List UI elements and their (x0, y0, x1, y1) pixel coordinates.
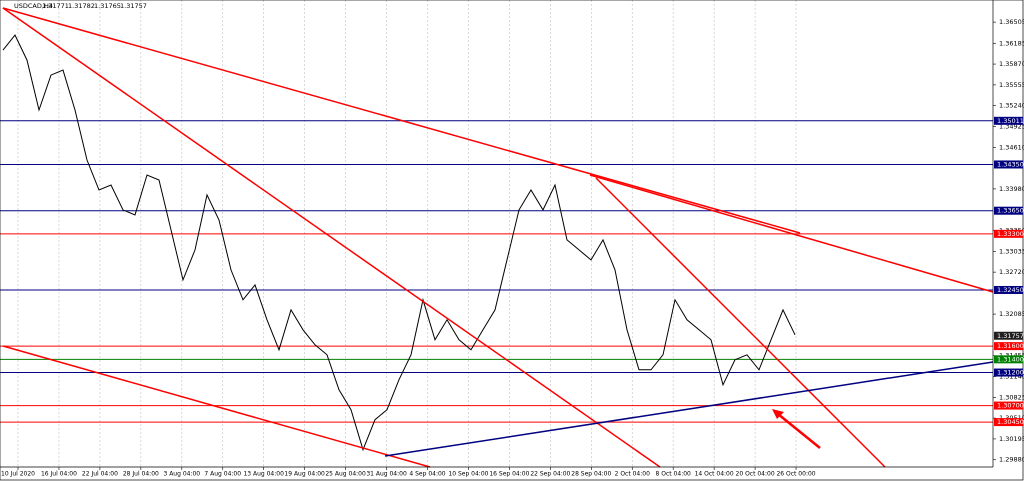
y-tick-label: 1.34610 (999, 143, 1024, 151)
y-tick-label: 1.34925 (999, 122, 1024, 130)
level-label: 1.31600 (997, 342, 1024, 350)
level-label: 1.35011 (997, 117, 1024, 125)
trend-line (589, 174, 994, 293)
level-box (994, 285, 1023, 294)
trend-line (2, 345, 431, 468)
y-tick-label: 1.32085 (999, 310, 1024, 318)
y-tick-label: 1.33035 (999, 247, 1024, 255)
level-box (994, 342, 1023, 351)
x-tick-label: 14 Oct 04:00 (695, 471, 734, 478)
x-tick-label: 10 Sep 04:00 (448, 471, 488, 478)
x-tick-label: 26 Oct 00:00 (776, 471, 815, 478)
x-tick-label: 8 Oct 04:00 (656, 471, 691, 478)
y-tick-label: 1.30195 (999, 435, 1024, 443)
x-tick-label: 25 Aug 04:00 (325, 471, 366, 478)
x-tick-label: 16 Jul 04:00 (41, 471, 77, 478)
x-tick-label: 31 Aug 04:00 (366, 471, 407, 478)
level-box (994, 368, 1023, 377)
x-tick-label: 22 Sep 04:00 (530, 471, 570, 478)
level-box (994, 418, 1023, 427)
ohlc-value: 1.31757 (120, 2, 147, 10)
ohlc: 1.31771 1.31782 1.31765 1.31757 (42, 2, 147, 10)
level-label: 1.34350 (997, 160, 1024, 168)
trend-line (2, 7, 801, 234)
x-tick-label: 7 Aug 04:00 (204, 471, 241, 478)
level-label: 1.32450 (997, 286, 1024, 294)
trend-line (384, 361, 994, 457)
y-tick-label: 1.35555 (999, 81, 1024, 89)
price-line (2, 34, 796, 452)
arrow-head (772, 409, 784, 419)
level-label: 1.33650 (997, 207, 1024, 215)
level-label: 1.30450 (997, 418, 1024, 426)
y-tick-label: 1.29880 (999, 456, 1024, 464)
y-tick-label: 1.35240 (999, 102, 1024, 110)
level-box (994, 160, 1023, 169)
y-tick-label: 1.36185 (999, 39, 1024, 47)
x-tick-label: 13 Aug 04:00 (243, 471, 284, 478)
level-box (994, 229, 1023, 238)
last-price-label: 1.31757 (997, 332, 1024, 340)
trend-line (2, 7, 661, 468)
x-tick-label: 10 Jul 2020 (1, 471, 35, 478)
level-label: 1.31400 (997, 355, 1024, 363)
x-tick-label: 22 Jul 04:00 (82, 471, 118, 478)
level-label: 1.31200 (997, 369, 1024, 377)
series (2, 34, 796, 452)
x-tick-label: 3 Aug 04:00 (163, 471, 200, 478)
y-tick-label: 1.33980 (999, 185, 1024, 193)
x-tick-label: 28 Sep 04:00 (571, 471, 611, 478)
arrow (777, 413, 821, 449)
level-label: 1.33300 (997, 230, 1024, 238)
ohlc-value: 1.31782 (68, 2, 95, 10)
x-tick-label: 19 Aug 04:00 (284, 471, 325, 478)
x-tick-label: 20 Oct 04:00 (736, 471, 775, 478)
trend-lines (2, 7, 994, 468)
ohlc-value: 1.31771 (42, 2, 69, 10)
y-tick-label: 1.32720 (999, 268, 1024, 276)
y-tick-label: 1.36505 (999, 18, 1024, 26)
y-tick-label: 1.35870 (999, 60, 1024, 68)
x-tick-label: 28 Jul 04:00 (123, 471, 159, 478)
ohlc-value: 1.31765 (94, 2, 121, 10)
level-label: 1.30700 (997, 402, 1024, 410)
last-price-box (994, 331, 1023, 340)
level-box (994, 116, 1023, 125)
x-tick-label: 16 Sep 04:00 (489, 471, 529, 478)
x-tick-label: 2 Oct 04:00 (615, 471, 650, 478)
chart-title: USDCAD,H4 (14, 2, 53, 10)
x-tick-label: 4 Sep 04:00 (409, 471, 445, 478)
level-box (994, 401, 1023, 410)
trend-line (595, 177, 886, 468)
level-box (994, 355, 1023, 364)
level-box (994, 206, 1023, 215)
y-tick-label: 1.30825 (999, 393, 1024, 401)
axis-labels: 1.36505 1.36185 1.35870 1.35555 1.35240 1.349… (1, 18, 1024, 477)
